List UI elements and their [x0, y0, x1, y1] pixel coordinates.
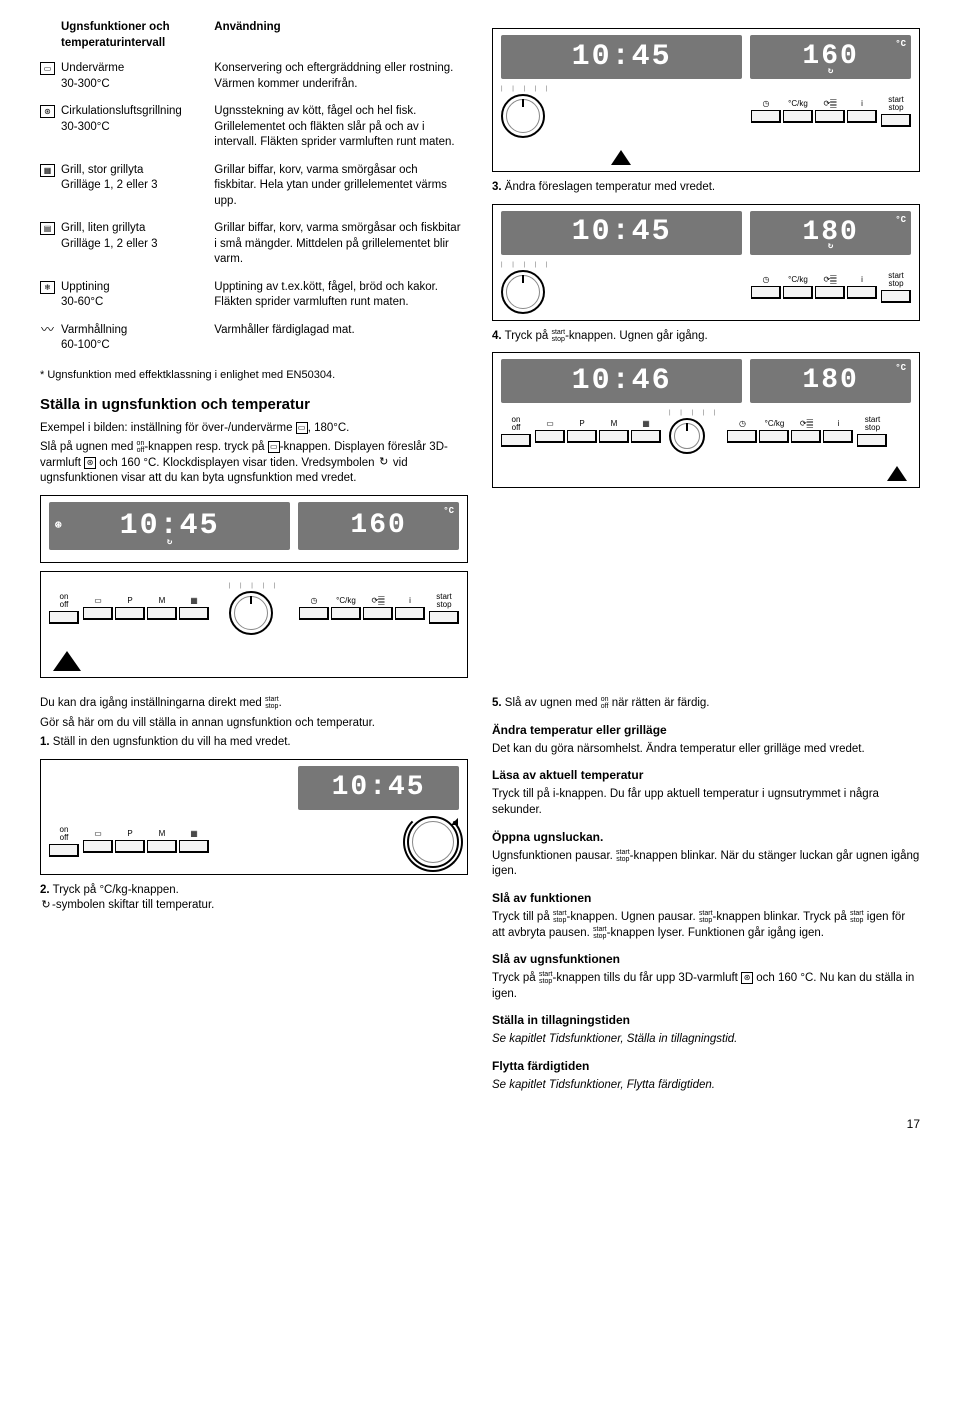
keep-warm-icon: 〰 — [40, 323, 55, 336]
oven-functions-table: Ugnsfunktioner och temperaturintervall A… — [40, 20, 468, 362]
grill-small-icon: ▤ — [40, 222, 55, 235]
ckg-button[interactable] — [783, 286, 813, 299]
clock-button[interactable] — [727, 430, 757, 443]
func-button[interactable] — [535, 430, 565, 443]
fan-icon: ⊛ — [741, 972, 753, 984]
m-button[interactable] — [147, 607, 177, 620]
heading-change-temp: Ändra temperatur eller grilläge — [492, 722, 920, 738]
startstop-button[interactable] — [881, 290, 911, 303]
arrow-startstop-icon — [887, 456, 907, 481]
heading-set-cooktime: Ställa in tillagningstiden — [492, 1012, 920, 1028]
selector-knob-rotate[interactable] — [407, 816, 459, 868]
table-header-func: Ugnsfunktioner och temperaturintervall — [61, 20, 214, 57]
loop-icon: ↻ — [378, 457, 390, 468]
startstop-button[interactable] — [429, 611, 459, 624]
onoff-button[interactable] — [49, 844, 79, 857]
display-panel-step4: 10:46 180°C onoff ▭ P M ▦ | | | | | — [492, 352, 920, 488]
startstop-button[interactable] — [857, 434, 887, 447]
heat-button[interactable] — [815, 286, 845, 299]
ckg-button[interactable] — [331, 607, 361, 620]
table-row: ▭ Undervärme30-300°C Konservering och ef… — [40, 57, 468, 100]
rect-icon: ▭ — [296, 422, 308, 434]
info-button[interactable] — [395, 607, 425, 620]
p-button[interactable] — [115, 840, 145, 853]
selector-knob[interactable] — [669, 418, 705, 454]
arrow-onoff-icon — [53, 637, 81, 671]
grid-button[interactable] — [179, 607, 209, 620]
info-button[interactable] — [847, 286, 877, 299]
display-panel-initial: ⊛ 10:45 ↻ 160°C — [40, 495, 468, 563]
table-row: ⊛ Cirkulationsluftsgrillning30-300°C Ugn… — [40, 100, 468, 159]
button-panel-initial: onoff ▭ P M ▦ | | | | | ◷ — [40, 571, 468, 678]
selector-knob[interactable] — [229, 591, 273, 635]
heading-open-door: Öppna ugnsluckan. — [492, 829, 920, 845]
ckg-button[interactable] — [759, 430, 789, 443]
onoff-button[interactable] — [501, 434, 531, 447]
defrost-icon: ❄ — [40, 281, 55, 294]
clock-button[interactable] — [751, 110, 781, 123]
loop-icon: ↻ — [40, 900, 52, 911]
heat-button[interactable] — [791, 430, 821, 443]
m-button[interactable] — [147, 840, 177, 853]
startstop-icon: startstop — [616, 849, 630, 863]
arrow-ckg-icon — [611, 140, 631, 165]
heat-button[interactable] — [363, 607, 393, 620]
grid-button[interactable] — [179, 840, 209, 853]
onoff-icon: onoff — [601, 696, 609, 710]
fan-grill-icon: ⊛ — [40, 105, 55, 118]
startstop-icon: startstop — [551, 329, 565, 343]
lcd-time: ⊛ 10:45 ↻ — [49, 502, 290, 550]
info-button[interactable] — [823, 430, 853, 443]
intro-text: Slå på ugnen med onoff-knappen resp. try… — [40, 440, 468, 487]
selector-knob[interactable] — [501, 94, 545, 138]
func-button[interactable] — [83, 607, 113, 620]
display-panel-step1: 10:45 onoff ▭ P M ▦ — [40, 759, 468, 875]
table-header-use: Användning — [214, 20, 468, 57]
bottom-heat-icon: ▭ — [40, 62, 55, 75]
heading-read-temp: Läsa av aktuell temperatur — [492, 767, 920, 783]
display-panel-step3: 10:45 180°C↻ | | | | | ◷ °C/kg ⟳𝄛 i — [492, 204, 920, 321]
rect-icon: ▭ — [268, 441, 280, 453]
grill-large-icon: ▦ — [40, 164, 55, 177]
startstop-button[interactable] — [881, 114, 911, 127]
heading-turn-off-ovenfunc: Slå av ugnsfunktionen — [492, 951, 920, 967]
info-button[interactable] — [847, 110, 877, 123]
p-button[interactable] — [115, 607, 145, 620]
heading-turn-off-func: Slå av funktionen — [492, 890, 920, 906]
display-panel-step2: 10:45 160°C↻ | | | | | ◷ °C/kg ⟳𝄛 i — [492, 28, 920, 172]
table-row: ❄ Upptining30-60°C Upptining av t.ex.köt… — [40, 276, 468, 319]
func-button[interactable] — [83, 840, 113, 853]
m-button[interactable] — [599, 430, 629, 443]
fan-icon: ⊛ — [84, 457, 96, 469]
table-row: ▤ Grill, liten grillytaGrilläge 1, 2 ell… — [40, 217, 468, 276]
table-row: ▦ Grill, stor grillytaGrilläge 1, 2 elle… — [40, 159, 468, 218]
startstop-icon: startstop — [265, 696, 279, 710]
heading-move-readytime: Flytta färdigtiden — [492, 1058, 920, 1074]
table-row: 〰 Varmhållning60-100°C Varmhåller färdig… — [40, 319, 468, 362]
grid-button[interactable] — [631, 430, 661, 443]
clock-button[interactable] — [299, 607, 329, 620]
clock-button[interactable] — [751, 286, 781, 299]
lcd-temp: 160°C — [298, 502, 459, 550]
table-footnote: * Ugnsfunktion med effektklassning i enl… — [40, 368, 468, 383]
example-text: Exempel i bilden: inställning för över-/… — [40, 421, 468, 437]
ckg-button[interactable] — [783, 110, 813, 123]
heat-button[interactable] — [815, 110, 845, 123]
page-number: 17 — [40, 1116, 920, 1132]
onoff-button[interactable] — [49, 611, 79, 624]
selector-knob[interactable] — [501, 270, 545, 314]
section-heading-set-function: Ställa in ugnsfunktion och temperatur — [40, 395, 468, 415]
p-button[interactable] — [567, 430, 597, 443]
